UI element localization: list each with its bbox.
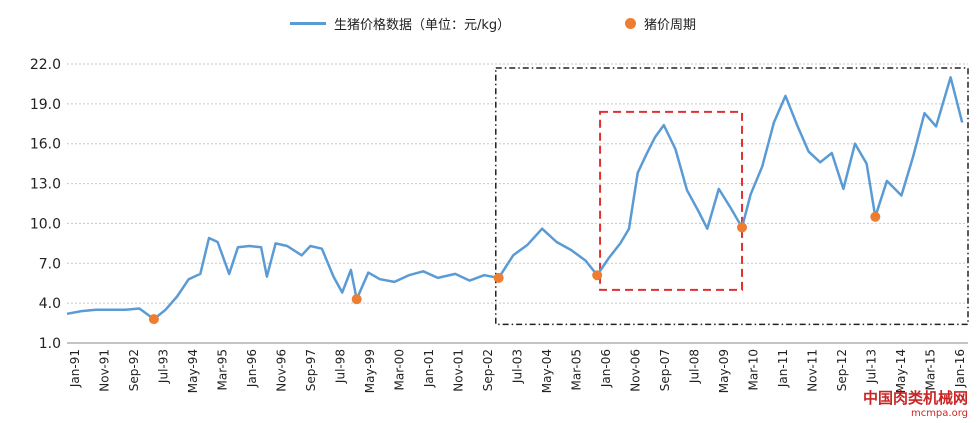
x-tick-label: Jan-91 xyxy=(68,349,82,388)
cycle-point xyxy=(493,272,504,283)
x-tick-label: Nov-91 xyxy=(98,349,112,392)
x-tick-label: Mar-95 xyxy=(216,349,230,390)
highlight-box-red xyxy=(599,110,744,291)
cycle-point xyxy=(148,314,159,325)
x-tick-label: Nov-01 xyxy=(452,349,466,392)
x-tick-label: Sep-12 xyxy=(835,349,849,391)
watermark-brand: 中国肉类机械网 xyxy=(862,389,968,407)
x-tick-label: Sep-02 xyxy=(481,349,495,391)
x-tick-label: May-94 xyxy=(186,349,200,393)
y-tick-label: 13.0 xyxy=(30,177,61,193)
y-tick-label: 19.0 xyxy=(30,97,61,113)
x-tick-label: Jan-11 xyxy=(776,349,790,388)
legend-label-price: 生猪价格数据（单位：元/kg） xyxy=(334,18,511,33)
cycle-point xyxy=(870,211,881,222)
cycle-point xyxy=(351,294,362,305)
x-tick-label: Mar-15 xyxy=(924,349,938,390)
cycle-point xyxy=(737,222,748,233)
x-tick-label: Nov-96 xyxy=(275,349,289,392)
x-tick-label: Jul-08 xyxy=(688,349,702,384)
x-tick-label: Mar-10 xyxy=(747,349,761,390)
series-line-price xyxy=(66,76,964,321)
x-tick-label: Sep-97 xyxy=(304,349,318,391)
legend: 生猪价格数据（单位：元/kg） 猪价周期 xyxy=(0,14,980,38)
x-tick-label: Mar-00 xyxy=(393,349,407,390)
x-tick-label: Jan-16 xyxy=(953,349,967,388)
legend-label-cycle: 猪价周期 xyxy=(644,18,697,33)
y-tick-label: 7.0 xyxy=(39,256,61,272)
x-tick-label: May-04 xyxy=(540,349,554,393)
x-tick-label: Sep-07 xyxy=(658,349,672,391)
x-tick-label: Jan-96 xyxy=(245,349,259,388)
legend-item-cycle: 猪价周期 xyxy=(625,14,696,33)
x-tick-label: Jul-03 xyxy=(511,349,525,384)
x-tick-label: Sep-92 xyxy=(127,349,141,391)
x-tick-label: Jan-06 xyxy=(599,349,613,388)
y-tick-label: 10.0 xyxy=(30,216,61,232)
y-tick-label: 1.0 xyxy=(39,336,61,352)
cycle-point xyxy=(592,270,603,281)
x-tick-label: Jul-98 xyxy=(334,349,348,384)
x-tick-label: Jul-13 xyxy=(865,349,879,384)
watermark-url: mcmpa.org xyxy=(910,408,968,419)
x-tick-label: May-14 xyxy=(894,349,908,393)
x-tick-label: May-09 xyxy=(717,349,731,393)
x-tick-label: Jul-93 xyxy=(157,349,171,384)
legend-dot-swatch xyxy=(625,18,636,29)
x-tick-label: Mar-05 xyxy=(570,349,584,390)
y-tick-label: 22.0 xyxy=(30,57,61,73)
x-tick-label: Jan-01 xyxy=(422,349,436,388)
watermark-logo: 中国肉类机械网 mcmpa.org xyxy=(863,387,968,419)
legend-item-price: 生猪价格数据（单位：元/kg） xyxy=(290,14,510,33)
highlight-box-black xyxy=(495,67,969,326)
legend-line-swatch xyxy=(290,22,326,25)
y-tick-label: 16.0 xyxy=(30,137,61,153)
y-tick-label: 4.0 xyxy=(39,296,61,312)
x-tick-label: Nov-11 xyxy=(806,349,820,392)
x-tick-label: Nov-06 xyxy=(629,349,643,392)
x-tick-label: May-99 xyxy=(363,349,377,393)
